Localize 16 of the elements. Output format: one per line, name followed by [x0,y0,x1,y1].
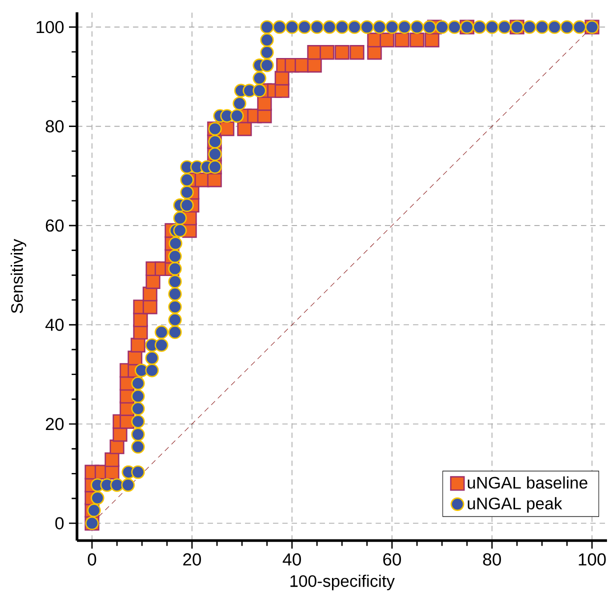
y-axis-title: Sensitivity [10,238,26,314]
legend-label: uNGAL peak [468,497,562,513]
y-tick-label: 60 [46,219,64,232]
x-tick-label: 40 [282,553,301,566]
x-tick-label: 0 [88,553,96,566]
x-tick-label: 60 [383,553,401,566]
y-tick-label: 20 [46,418,64,430]
y-tick-label: 40 [45,318,64,331]
y-tick-label: 0 [55,517,64,530]
legend-label: uNGAL baseline [468,476,588,489]
x-tick-label: 80 [483,553,501,566]
y-tick-label: 80 [46,120,64,132]
x-tick-label: 100 [578,553,606,566]
x-axis-title: 100-specificity [290,574,395,590]
x-tick-label: 20 [183,553,201,566]
y-tick-label: 100 [36,20,64,34]
